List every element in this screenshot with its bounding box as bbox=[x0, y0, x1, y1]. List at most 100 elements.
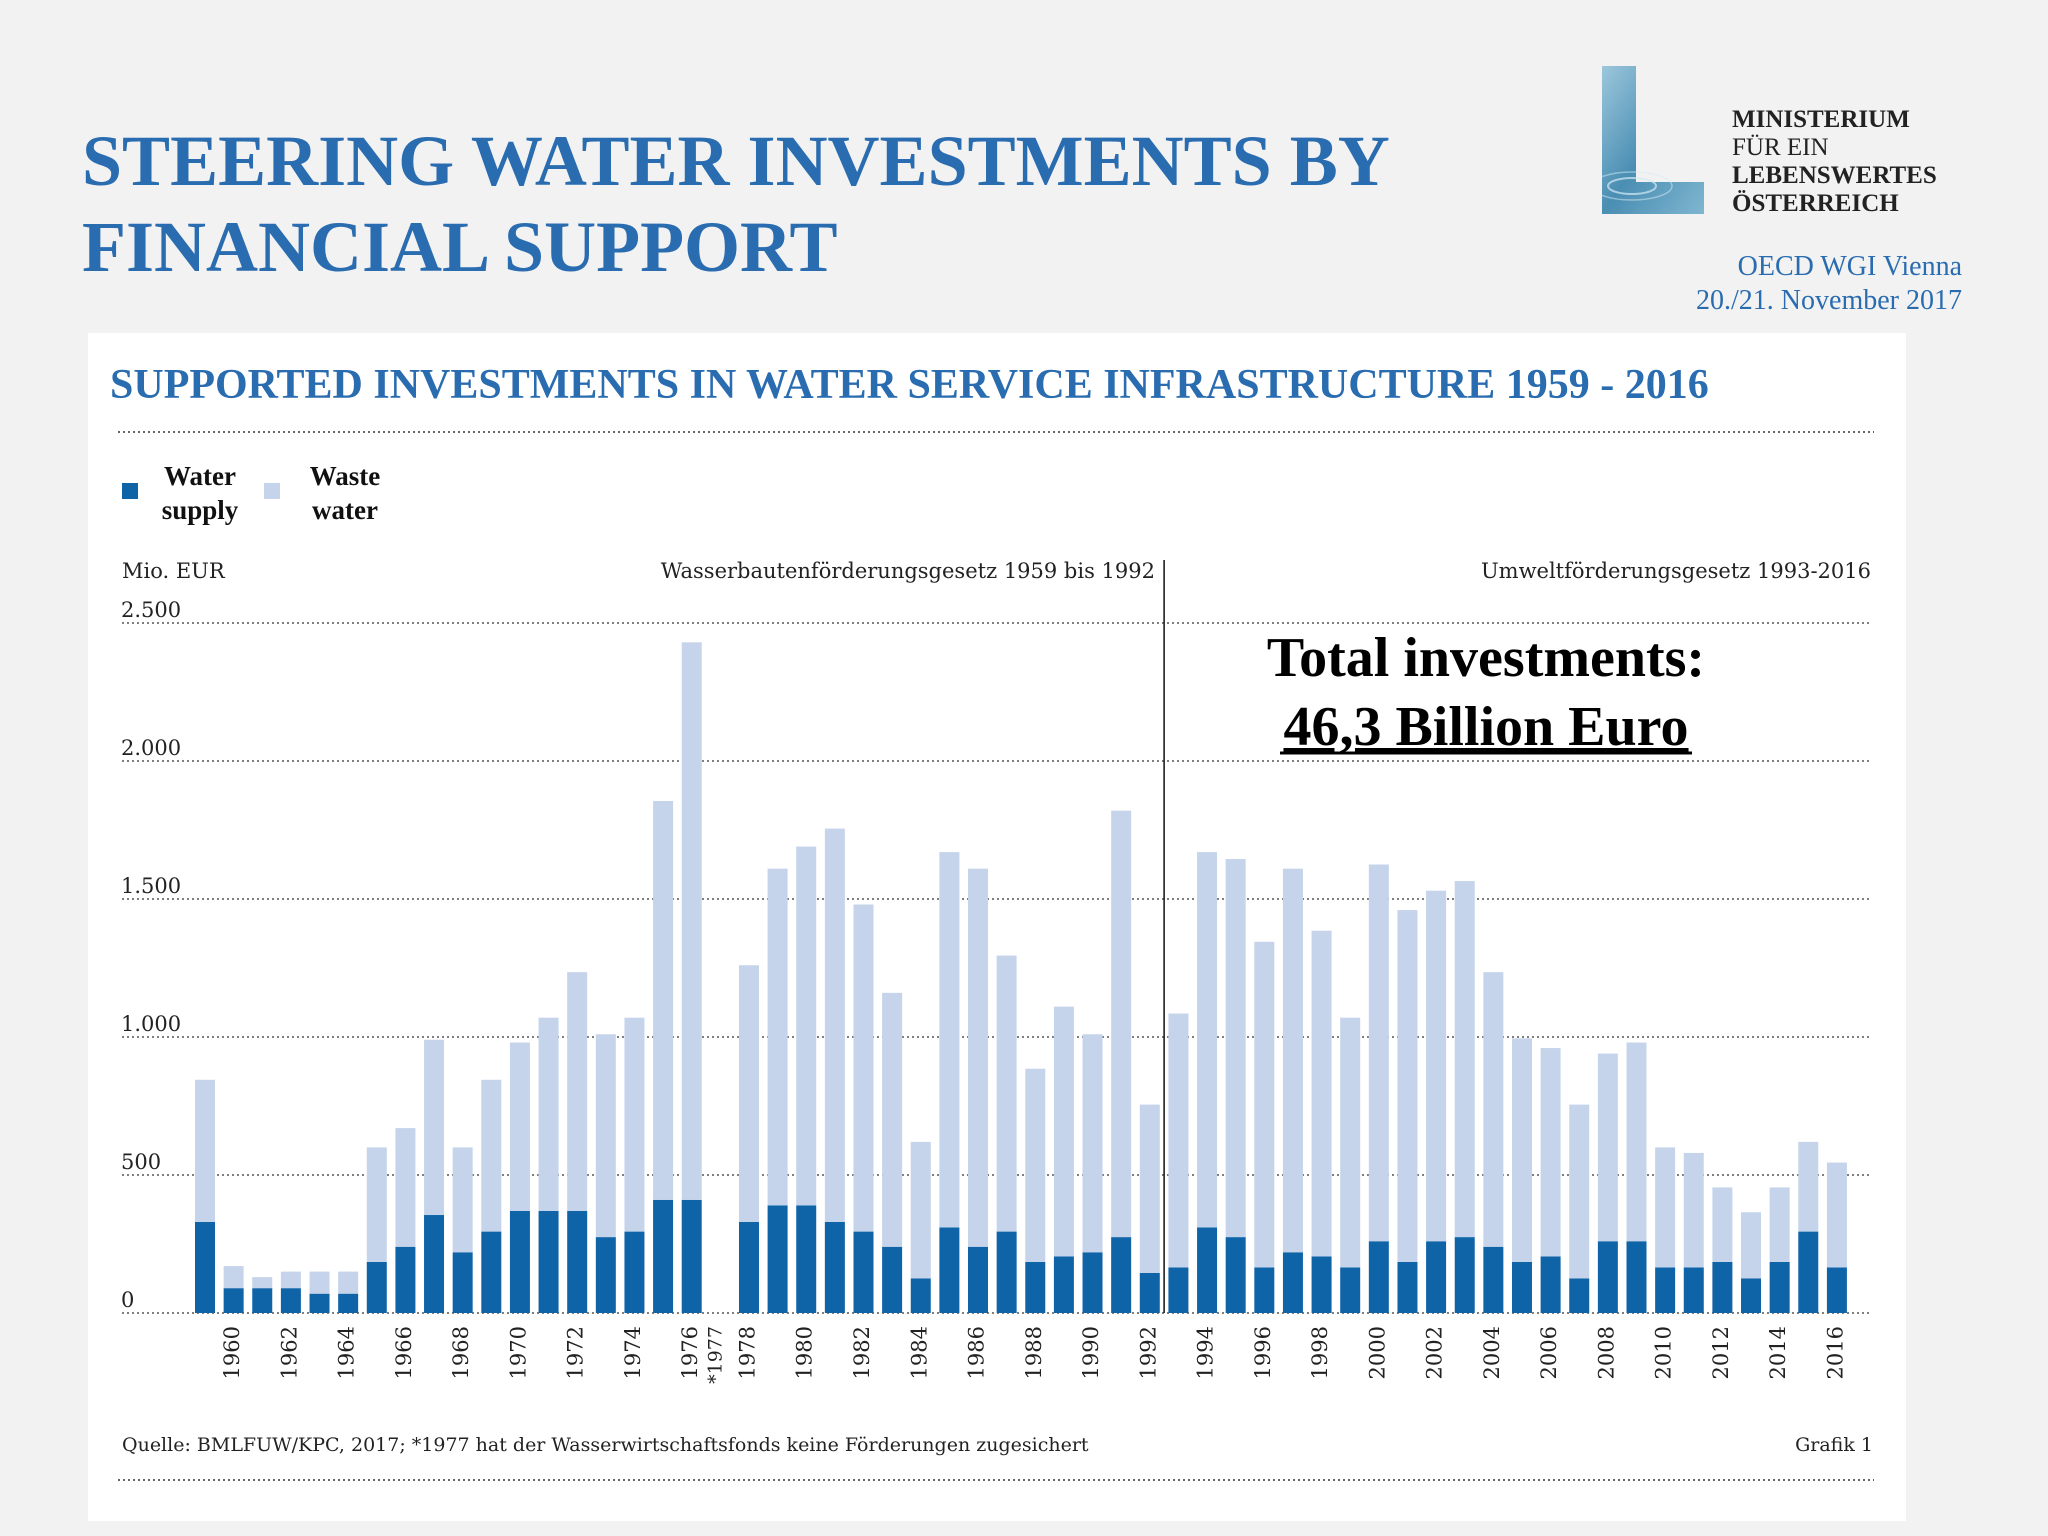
bar-water-supply-1998 bbox=[1312, 1256, 1332, 1313]
bar-waste-water-1993 bbox=[1168, 1014, 1188, 1268]
x-tick-label: 1992 bbox=[1136, 1326, 1160, 1379]
bar-water-supply-2000 bbox=[1369, 1241, 1389, 1313]
y-axis-label: Mio. EUR bbox=[122, 559, 226, 583]
bar-waste-water-2016 bbox=[1827, 1163, 1847, 1268]
bar-water-supply-2014 bbox=[1770, 1262, 1790, 1313]
bar-water-supply-1975 bbox=[653, 1200, 673, 1313]
x-tick-label: 1996 bbox=[1251, 1326, 1275, 1379]
bar-waste-water-1965 bbox=[367, 1147, 387, 1262]
bar-water-supply-1960 bbox=[224, 1288, 244, 1313]
bar-water-supply-1984 bbox=[911, 1279, 931, 1314]
total-investments-label: Total investments: bbox=[1267, 627, 1705, 689]
bar-water-supply-1993 bbox=[1168, 1267, 1188, 1313]
bar-water-supply-1996 bbox=[1254, 1267, 1274, 1313]
bar-water-supply-2012 bbox=[1712, 1262, 1732, 1313]
bar-water-supply-1968 bbox=[453, 1252, 473, 1313]
total-investments-value: 46,3 Billion Euro bbox=[1283, 696, 1688, 758]
bar-waste-water-1999 bbox=[1340, 1018, 1360, 1268]
bar-waste-water-2012 bbox=[1712, 1187, 1732, 1262]
x-tick-label: 1994 bbox=[1194, 1326, 1218, 1379]
bar-water-supply-1965 bbox=[367, 1262, 387, 1313]
bar-water-supply-1987 bbox=[997, 1232, 1017, 1313]
bar-waste-water-1997 bbox=[1283, 869, 1303, 1253]
bar-waste-water-1983 bbox=[882, 993, 902, 1247]
bar-waste-water-2001 bbox=[1397, 910, 1417, 1262]
y-tick-label: 500 bbox=[121, 1150, 161, 1174]
bar-waste-water-2003 bbox=[1455, 881, 1475, 1237]
bar-waste-water-1968 bbox=[453, 1147, 473, 1252]
x-tick-label: 2008 bbox=[1594, 1326, 1618, 1379]
bar-waste-water-1985 bbox=[939, 852, 959, 1227]
bar-waste-water-1988 bbox=[1025, 1069, 1045, 1262]
period-right-label: Umweltförderungsgesetz 1993-2016 bbox=[1481, 559, 1871, 583]
legend-label-waste-water-line1: Waste bbox=[310, 461, 381, 491]
bar-waste-water-1994 bbox=[1197, 852, 1217, 1227]
y-tick-label: 1.000 bbox=[121, 1012, 181, 1036]
bar-waste-water-2014 bbox=[1770, 1187, 1790, 1262]
y-tick-label: 2.000 bbox=[121, 736, 181, 760]
bar-waste-water-1992 bbox=[1140, 1105, 1160, 1273]
bar-waste-water-1970 bbox=[510, 1043, 530, 1211]
bar-waste-water-1963 bbox=[310, 1272, 330, 1294]
x-tick-label: 2014 bbox=[1766, 1326, 1790, 1379]
x-tick-label: 1978 bbox=[735, 1326, 759, 1379]
x-tick-label: 2000 bbox=[1365, 1326, 1389, 1379]
bar-water-supply-1985 bbox=[939, 1227, 959, 1313]
bar-waste-water-1961 bbox=[252, 1277, 272, 1288]
bar-water-supply-1963 bbox=[310, 1294, 330, 1313]
bar-waste-water-1967 bbox=[424, 1040, 444, 1215]
bar-water-supply-1992 bbox=[1140, 1273, 1160, 1313]
bar-water-supply-1988 bbox=[1025, 1262, 1045, 1313]
bar-waste-water-2010 bbox=[1655, 1147, 1675, 1267]
bar-waste-water-1959 bbox=[195, 1080, 215, 1222]
x-tick-label: 1998 bbox=[1308, 1326, 1332, 1379]
bar-water-supply-1991 bbox=[1111, 1237, 1131, 1313]
x-tick-label: 1974 bbox=[621, 1326, 645, 1379]
legend-label-water-supply-line1: Water bbox=[164, 461, 236, 491]
bar-water-supply-1981 bbox=[825, 1222, 845, 1313]
bar-waste-water-1966 bbox=[395, 1128, 415, 1247]
bar-waste-water-1972 bbox=[567, 972, 587, 1211]
bar-water-supply-2003 bbox=[1455, 1237, 1475, 1313]
bar-waste-water-1964 bbox=[338, 1272, 358, 1294]
bar-waste-water-2006 bbox=[1541, 1048, 1561, 1256]
bar-water-supply-1979 bbox=[768, 1205, 788, 1313]
bar-water-supply-2008 bbox=[1598, 1241, 1618, 1313]
bar-waste-water-1971 bbox=[539, 1018, 559, 1211]
bar-water-supply-1970 bbox=[510, 1211, 530, 1313]
bar-water-supply-1969 bbox=[481, 1232, 501, 1313]
x-tick-label-special: *1977 bbox=[704, 1326, 726, 1384]
x-tick-label: 1990 bbox=[1079, 1326, 1103, 1379]
bar-waste-water-1982 bbox=[853, 905, 873, 1232]
bar-water-supply-2010 bbox=[1655, 1267, 1675, 1313]
bar-water-supply-2009 bbox=[1627, 1241, 1647, 1313]
bar-water-supply-2015 bbox=[1798, 1232, 1818, 1313]
bar-waste-water-2007 bbox=[1569, 1105, 1589, 1279]
x-tick-label: 2004 bbox=[1480, 1326, 1504, 1379]
bar-water-supply-1974 bbox=[624, 1232, 644, 1313]
bar-waste-water-1984 bbox=[911, 1142, 931, 1279]
bar-waste-water-2009 bbox=[1627, 1043, 1647, 1242]
bar-waste-water-1973 bbox=[596, 1034, 616, 1237]
bar-water-supply-1964 bbox=[338, 1294, 358, 1313]
x-tick-label: 1962 bbox=[277, 1326, 301, 1379]
bar-waste-water-2004 bbox=[1483, 972, 1503, 1247]
bar-waste-water-1979 bbox=[768, 869, 788, 1206]
bar-water-supply-2001 bbox=[1397, 1262, 1417, 1313]
legend-label-water-supply-line2: supply bbox=[162, 495, 239, 525]
bar-waste-water-1987 bbox=[997, 956, 1017, 1232]
source-note: Quelle: BMLFUW/KPC, 2017; *1977 hat der … bbox=[122, 1434, 1089, 1456]
bar-water-supply-1978 bbox=[739, 1222, 759, 1313]
bar-waste-water-1989 bbox=[1054, 1007, 1074, 1257]
bar-waste-water-1978 bbox=[739, 965, 759, 1222]
bar-water-supply-1971 bbox=[539, 1211, 559, 1313]
bar-waste-water-1975 bbox=[653, 801, 673, 1200]
bar-water-supply-1976 bbox=[682, 1200, 702, 1313]
bar-waste-water-1981 bbox=[825, 829, 845, 1222]
bar-waste-water-2000 bbox=[1369, 865, 1389, 1242]
x-tick-label: 1984 bbox=[907, 1326, 931, 1379]
bar-waste-water-1991 bbox=[1111, 811, 1131, 1237]
x-tick-label: 1966 bbox=[392, 1326, 416, 1379]
figure-label: Grafik 1 bbox=[1795, 1434, 1873, 1456]
